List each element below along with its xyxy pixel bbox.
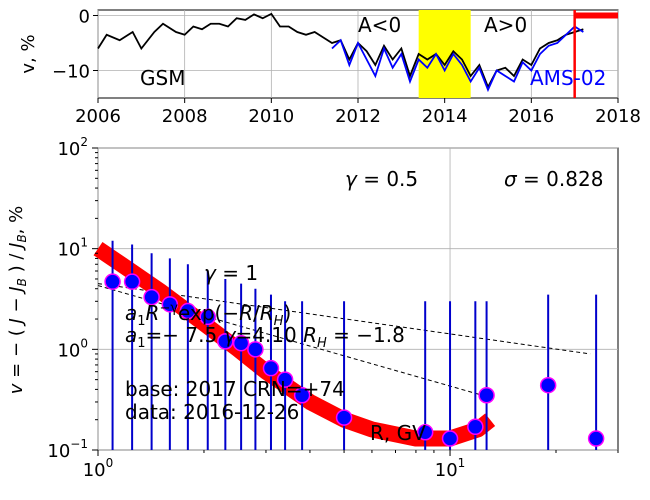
data-points [104, 273, 605, 447]
data-point [539, 376, 557, 394]
data-point [335, 409, 353, 426]
data-point [123, 273, 141, 290]
reference-line [97, 285, 487, 397]
ams-series-line [331, 25, 584, 93]
top-xtick-label: 2018 [595, 106, 641, 127]
data-point [441, 430, 459, 447]
data-point [478, 386, 495, 404]
formula-annotation: a1R−γexp(−R/RH) [125, 301, 291, 329]
top-xtick-label: 2006 [75, 106, 121, 127]
ams-label: AMS-02 [530, 66, 606, 90]
data-point [247, 341, 264, 358]
bottom-ytick-label: 102 [57, 135, 88, 160]
a-negative-label: A<0 [358, 13, 401, 37]
error-bars [111, 240, 598, 450]
top-xtick-label: 2008 [162, 106, 208, 127]
top-xtick-label: 2014 [422, 106, 468, 127]
top-ytick-label: −10 [52, 62, 90, 83]
bottom-ylabel: v = − ( J − JB ) / JB, % [6, 206, 29, 394]
data-point [143, 288, 160, 306]
data-point [293, 386, 311, 404]
top-ytick-label: 0 [79, 7, 90, 28]
rigidity-axis-label: R, GV [370, 421, 426, 445]
gamma-one-annotation: γ = 1 [204, 261, 258, 285]
gsm-label: GSM [140, 66, 185, 90]
data-point [467, 418, 484, 436]
gsm-series-line [97, 12, 584, 90]
gamma-top-annotation: γ = 0.5 [345, 167, 418, 191]
params-annotation: a1=− 7.5 γ=4.10 RH = −1.8 [125, 323, 405, 351]
top-ticks: 2006 2008 2010 2012 2014 2016 2018 0 −10 [52, 7, 641, 128]
data-point [199, 308, 216, 326]
data-date-annotation: data: 2016-12-26 [125, 400, 299, 424]
top-xtick-label: 2016 [508, 106, 554, 127]
base-marker [573, 10, 618, 98]
bottom-ytick-label: 100 [57, 336, 88, 361]
sigma-annotation: σ = 0.828 [504, 167, 603, 191]
bottom-xtick-label: 100 [83, 456, 114, 481]
top-panel: 2006 2008 2010 2012 2014 2016 2018 0 −10 v, % GS… [18, 7, 641, 128]
bottom-ytick-label: 101 [57, 236, 88, 261]
data-point [104, 273, 121, 290]
data-point [587, 430, 605, 447]
reversal-band-rect [418, 10, 471, 98]
data-point [217, 333, 234, 350]
bottom-ytick-label: 10−1 [47, 437, 88, 462]
top-xtick-label: 2010 [248, 106, 294, 127]
top-xtick-label: 2012 [335, 106, 381, 127]
bottom-grid [97, 147, 618, 451]
top-series [97, 12, 584, 93]
data-point [276, 371, 294, 388]
data-point [179, 302, 197, 320]
base-annotation: base: 2017 CRN=+74 [125, 377, 345, 401]
top-ylabel: v, % [18, 34, 39, 73]
data-point [232, 334, 250, 352]
a-positive-label: A>0 [484, 13, 527, 37]
bottom-xtick-label: 101 [435, 456, 466, 481]
reversal-band [418, 10, 471, 98]
data-point [416, 424, 434, 441]
data-point [262, 359, 280, 377]
data-point [161, 296, 179, 313]
